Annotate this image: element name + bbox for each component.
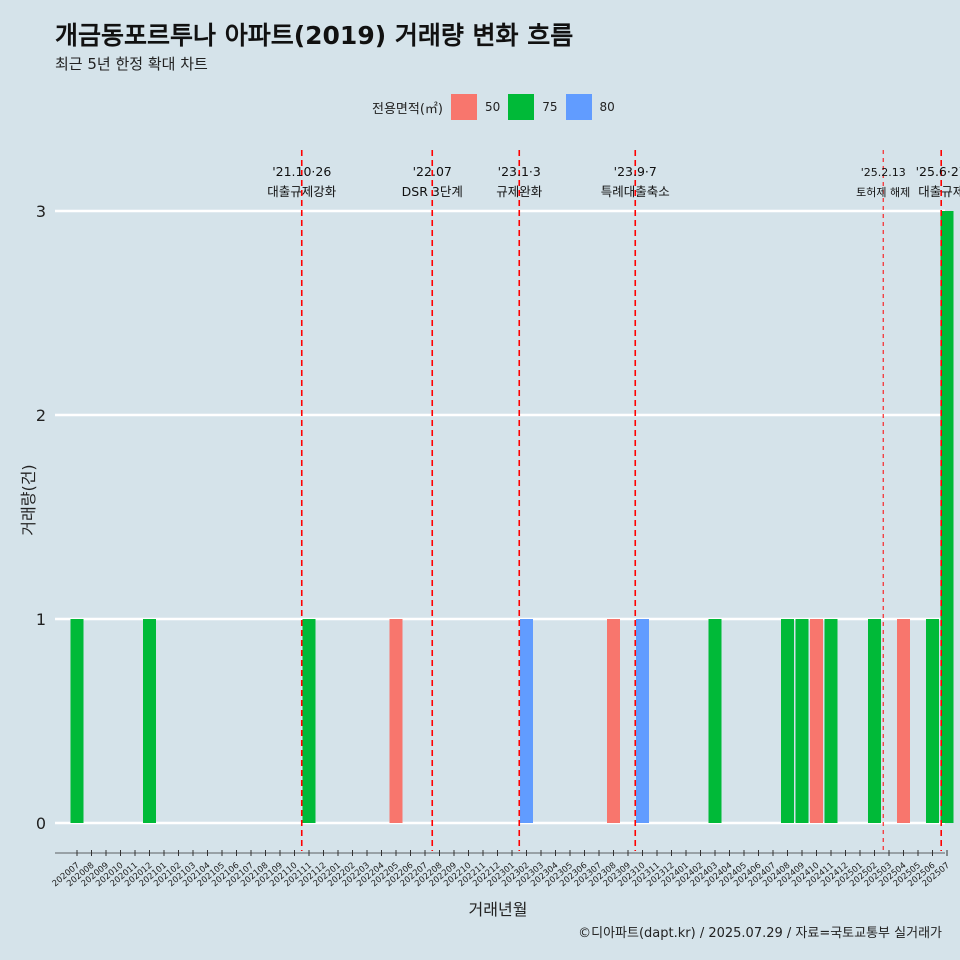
bar-202111-75 (302, 619, 316, 823)
bar-202507-75 (940, 211, 954, 823)
event-name-label: 토허제 해제 (856, 185, 910, 199)
legend-key-80 (565, 94, 592, 120)
legend: 전용면적(㎡) 50 75 80 (372, 93, 623, 121)
legend-label-50: 50 (484, 100, 501, 114)
y-axis-title: 거래량(건) (19, 464, 38, 535)
legend-label-80: 80 (599, 100, 615, 114)
bar-202310-80 (636, 619, 649, 823)
event-name-label: 대출규제 (918, 184, 960, 199)
bar-202012-75 (143, 619, 156, 823)
bar-202502-75 (868, 619, 881, 823)
legend-title: 전용면적(㎡) (372, 101, 443, 117)
event-date-label: '21.10·26 (272, 164, 331, 179)
legend-key-75 (508, 94, 535, 120)
x-axis-title: 거래년월 (469, 900, 528, 919)
y-tick-label: 2 (36, 406, 46, 425)
event-name-label: 특례대출축소 (601, 184, 670, 199)
bar-202411-75 (824, 619, 838, 823)
y-tick-label: 0 (36, 814, 46, 833)
event-name-label: 대출규제강화 (267, 184, 337, 199)
event-date-label: '23.9·7 (614, 164, 657, 179)
event-name-label: DSR 3단계 (402, 184, 463, 199)
event-date-label: '23.1·3 (498, 164, 541, 179)
y-tick-label: 1 (36, 610, 46, 629)
bar-202205-50 (389, 619, 403, 823)
bar-202410-50 (810, 619, 823, 823)
bar-202308-50 (607, 619, 620, 823)
event-date-label: '25.6·27 (916, 164, 960, 179)
bar-202506-75 (926, 619, 939, 823)
event-date-label: '22.07 (413, 164, 452, 179)
legend-label-75: 75 (542, 100, 558, 114)
chart-title: 개금동포르투나 아파트(2019) 거래량 변화 흐름 (55, 21, 574, 50)
y-tick-label: 3 (36, 202, 46, 221)
bar-202408-75 (781, 619, 794, 823)
event-date-label: '25.2.13 (861, 166, 906, 179)
footer-credit: ©디아파트(dapt.kr) / 2025.07.29 / 자료=국토교통부 실… (578, 926, 942, 941)
bar-202504-50 (897, 619, 910, 823)
bar-202403-75 (708, 619, 722, 823)
chart-subtitle: 최근 5년 한정 확대 차트 (55, 55, 208, 73)
event-name-label: 규제완화 (496, 184, 543, 199)
bar-202409-75 (795, 619, 809, 823)
legend-key-50 (450, 94, 477, 120)
bar-202302-80 (520, 619, 533, 823)
bar-202007-75 (70, 619, 84, 823)
